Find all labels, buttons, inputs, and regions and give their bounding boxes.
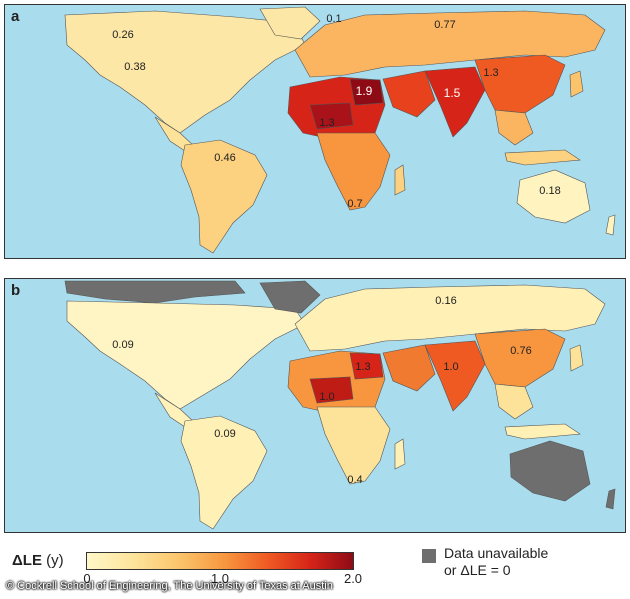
southeast-asia-region [494, 383, 534, 420]
south-america-region [180, 139, 268, 254]
north-america-region [64, 10, 306, 134]
japan-region [569, 70, 584, 98]
central-africa-region [316, 406, 391, 485]
japan-region [569, 344, 584, 372]
greenland-region [259, 280, 321, 314]
arctic-canada-region [64, 280, 246, 304]
greenland-region [259, 6, 321, 40]
value-label: 1.3 [483, 67, 499, 79]
south-asia-region [424, 340, 486, 412]
scale-tick-label: 0 [83, 571, 91, 586]
value-label: 0.1 [326, 13, 342, 25]
color-scale-bar [86, 552, 354, 570]
value-label: 0.46 [214, 152, 236, 164]
value-label: 0.09 [214, 428, 236, 440]
value-label: 0.4 [347, 474, 363, 486]
value-label: 1.0 [319, 391, 335, 403]
sahel-region [309, 376, 354, 404]
legend-title-text: ΔLE [12, 552, 42, 569]
sahel-region [309, 102, 354, 130]
panel-letter-a: a [11, 8, 20, 25]
europe-russia-region [294, 10, 606, 78]
australia-region [516, 169, 591, 224]
value-label: 1.3 [319, 117, 335, 129]
legend-unit: (y) [46, 552, 64, 569]
value-label: 0.18 [539, 185, 561, 197]
map-panel-a: a 0.26 0.1 0.77 0.38 1.9 1.5 1.3 1.3 0.4… [4, 4, 626, 259]
egypt-region [349, 352, 384, 380]
madagascar-region [394, 438, 406, 470]
value-label: 0.38 [124, 61, 146, 73]
value-label: 0.16 [435, 295, 457, 307]
middle-east-region [382, 344, 436, 392]
middle-east-region [382, 70, 436, 118]
panel-letter-b: b [11, 282, 21, 299]
value-label: 0.77 [434, 19, 456, 31]
unavailable-line-1: Data unavailable [444, 545, 549, 561]
value-label: 0.26 [112, 29, 134, 41]
unavailable-swatch [422, 549, 436, 563]
new-zealand-region [605, 488, 616, 510]
scale-tick-label: 1.0 [210, 571, 230, 586]
egypt-region [349, 78, 384, 106]
south-asia-region [424, 66, 486, 138]
scale-tick-label: 2.0 [343, 571, 363, 586]
value-label: 1.0 [443, 361, 459, 373]
indonesia-region [504, 423, 581, 440]
europe-russia-region [294, 284, 606, 352]
southeast-asia-region [494, 109, 534, 146]
map-panel-b: b 0.16 0.09 0.76 1.3 1.0 1.0 0.09 0.4 [4, 278, 626, 533]
east-asia-region [474, 328, 566, 388]
value-label: 1.3 [355, 361, 371, 373]
east-asia-region [474, 54, 566, 114]
value-label: 1.5 [443, 86, 461, 100]
central-africa-region [316, 132, 391, 211]
unavailable-line-2: or ΔLE = 0 [444, 562, 511, 578]
image-credit: © Cockrell School of Engineering, The Un… [6, 580, 333, 592]
australia-region [509, 440, 591, 502]
new-zealand-region [605, 214, 616, 236]
north-america-region [66, 300, 306, 410]
value-label: 0.7 [347, 198, 363, 210]
madagascar-region [394, 164, 406, 196]
unavailable-legend-text: Data unavailable or ΔLE = 0 [444, 545, 548, 579]
indonesia-region [504, 149, 581, 166]
value-label: 0.76 [510, 345, 532, 357]
world-map-b [64, 280, 616, 530]
south-america-region [180, 415, 268, 530]
world-map-a [64, 6, 616, 254]
legend-title: ΔLE (y) [12, 552, 64, 569]
value-label: 0.09 [112, 339, 134, 351]
value-label: 1.9 [355, 84, 373, 98]
